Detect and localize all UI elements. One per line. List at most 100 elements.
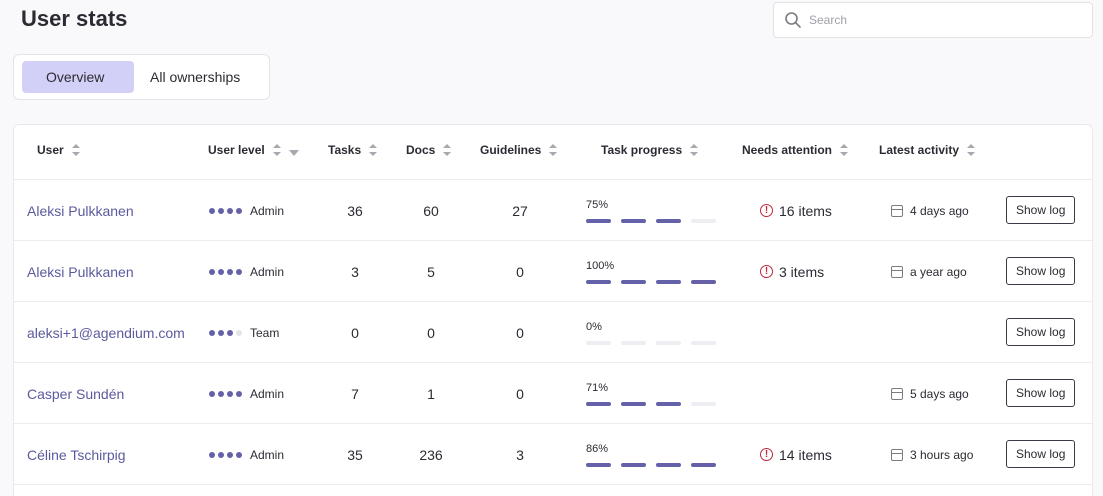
user-name-link[interactable]: aleksi+1@agendium.com (27, 324, 185, 341)
column-header-task-progress[interactable]: Task progress (601, 143, 699, 157)
user-level: Admin (209, 180, 284, 241)
show-log-button[interactable]: Show log (1006, 440, 1076, 468)
progress-bar (586, 341, 716, 345)
level-dot (236, 390, 242, 397)
show-log-button[interactable]: Show log (1006, 257, 1076, 285)
tasks-count: 35 (347, 446, 363, 463)
level-dot (236, 451, 242, 458)
progress-segment (691, 280, 716, 284)
table-row: Casper Sundén Admin 7 1 0 71% 5 days ago Show l… (14, 363, 1092, 424)
user-level-label: Admin (250, 203, 285, 218)
column-header-user[interactable]: User (37, 143, 80, 157)
level-dot (218, 451, 224, 458)
needs-attention: ! 3 items (760, 241, 824, 302)
column-header-user-level[interactable]: User level (208, 143, 299, 157)
level-indicator (209, 390, 242, 397)
user-level: Admin (209, 363, 284, 424)
sort-icon[interactable] (369, 144, 378, 156)
tab-overview[interactable]: Overview (22, 61, 134, 93)
tasks-count: 3 (351, 263, 359, 280)
guidelines-count: 0 (516, 385, 524, 402)
level-dot (227, 390, 233, 397)
user-name-link[interactable]: Aleksi Pulkkanen (27, 263, 134, 280)
alert-circle-icon: ! (760, 204, 773, 217)
progress-segment (586, 280, 611, 284)
sort-icon[interactable] (840, 144, 849, 156)
progress-segment (586, 463, 611, 467)
tasks-count: 36 (347, 202, 363, 219)
progress-bar (586, 280, 716, 284)
show-log-button[interactable]: Show log (1006, 196, 1076, 224)
level-dot (218, 329, 224, 336)
docs-count: 236 (419, 446, 443, 463)
column-header-tasks[interactable]: Tasks (328, 143, 378, 157)
sort-icon[interactable] (71, 144, 80, 156)
alert-circle-icon: ! (760, 265, 773, 278)
search-icon (785, 12, 801, 28)
latest-activity: a year ago (891, 241, 967, 302)
calendar-icon (891, 387, 903, 400)
progress-segment (656, 402, 681, 406)
column-header-needs-attention[interactable]: Needs attention (742, 143, 849, 157)
user-level-label: Team (250, 325, 280, 340)
column-header-latest-activity[interactable]: Latest activity (879, 143, 976, 157)
needs-attention: ! 16 items (760, 180, 832, 241)
level-dot (236, 329, 242, 336)
sort-icon[interactable] (549, 144, 558, 156)
progress-segment (656, 280, 681, 284)
progress-segment (621, 463, 646, 467)
calendar-icon (891, 265, 903, 278)
user-level: Admin (209, 424, 284, 485)
user-name-link[interactable]: Casper Sundén (27, 385, 125, 402)
level-dot (218, 390, 224, 397)
level-indicator (209, 329, 242, 336)
table-row: Céline Tschirpig Admin 35 236 3 86% ! 14 items 3… (14, 424, 1092, 485)
calendar-icon (891, 204, 903, 217)
sort-icon[interactable] (443, 144, 452, 156)
search-box[interactable] (773, 2, 1093, 38)
progress-segment (586, 219, 611, 223)
user-name-link[interactable]: Aleksi Pulkkanen (27, 202, 134, 219)
table-row: Aleksi Pulkkanen Admin 3 5 0 100% ! 3 items a ye… (14, 241, 1092, 302)
show-log-button[interactable]: Show log (1006, 318, 1076, 346)
latest-activity: 3 hours ago (891, 424, 973, 485)
filter-icon[interactable] (288, 150, 299, 156)
level-dot (209, 268, 215, 275)
level-indicator (209, 268, 242, 275)
progress-segment (656, 219, 681, 223)
level-dot (218, 268, 224, 275)
docs-count: 5 (427, 263, 435, 280)
page-title: User stats (21, 6, 128, 31)
progress-segment (691, 402, 716, 406)
sort-icon[interactable] (690, 144, 699, 156)
docs-count: 1 (427, 385, 435, 402)
docs-count: 0 (427, 324, 435, 341)
level-dot (227, 451, 233, 458)
task-progress: 100% (586, 260, 716, 284)
column-header-guidelines[interactable]: Guidelines (480, 143, 558, 157)
level-dot (227, 329, 233, 336)
level-dot (209, 451, 215, 458)
level-dot (227, 207, 233, 214)
tab-all-ownerships[interactable]: All ownerships (150, 69, 241, 85)
column-header-docs[interactable]: Docs (406, 143, 452, 157)
table-row: Aleksi Pulkkanen Admin 36 60 27 75% ! 16 items 4… (14, 180, 1092, 241)
user-stats-table: User User level Tasks Docs Guidelines Ta… (13, 124, 1093, 496)
latest-activity: 4 days ago (891, 180, 969, 241)
level-indicator (209, 207, 242, 214)
user-level: Team (209, 302, 279, 363)
task-progress: 86% (586, 443, 716, 467)
table-header: User User level Tasks Docs Guidelines Ta… (14, 125, 1092, 180)
sort-icon[interactable] (967, 144, 976, 156)
progress-segment (691, 219, 716, 223)
user-name-link[interactable]: Céline Tschirpig (27, 446, 126, 463)
show-log-button[interactable]: Show log (1006, 379, 1076, 407)
progress-bar (586, 219, 716, 223)
guidelines-count: 0 (516, 263, 524, 280)
progress-segment (656, 463, 681, 467)
search-input[interactable] (809, 13, 1079, 27)
needs-attention: ! 14 items (760, 424, 832, 485)
sort-icon[interactable] (272, 144, 281, 156)
level-dot (227, 268, 233, 275)
